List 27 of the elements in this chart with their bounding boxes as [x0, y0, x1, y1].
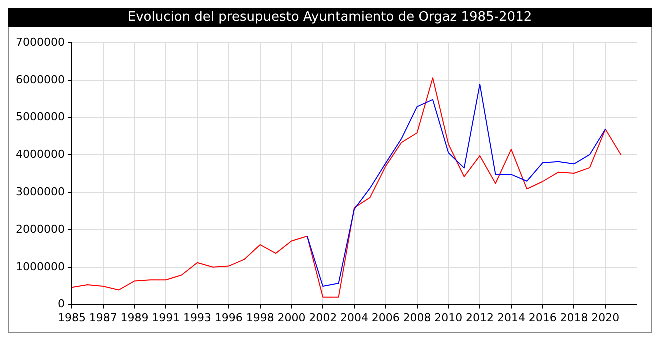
y-tick-label: 7000000 [16, 36, 65, 49]
x-tick-label: 2004 [340, 311, 368, 324]
y-tick-label: 3000000 [16, 185, 65, 198]
x-tick-label: 2012 [466, 311, 494, 324]
x-tick-label: 2010 [434, 311, 463, 324]
y-tick-label: 0 [58, 298, 65, 311]
x-tick-label: 1987 [89, 311, 118, 324]
y-tick-label: 4000000 [16, 148, 65, 162]
x-tick-label: 1985 [58, 311, 86, 324]
x-tick-label: 1991 [152, 311, 180, 324]
x-tick-label: 2006 [372, 311, 400, 324]
y-tick-label: 5000000 [16, 110, 65, 124]
x-tick-label: 2014 [497, 311, 526, 324]
y-tick-label: 2000000 [16, 222, 65, 236]
x-tick-label: 2016 [528, 311, 557, 324]
x-tick-label: 2002 [309, 311, 338, 324]
x-tick-label: 2008 [403, 311, 432, 324]
x-tick-label: 1996 [214, 311, 243, 324]
x-tick-label: 1993 [184, 311, 212, 324]
x-tick-label: 2000 [278, 311, 306, 324]
y-tick-label: 1000000 [16, 260, 65, 274]
x-tick-label: 2018 [560, 311, 588, 324]
x-tick-label: 1989 [120, 311, 149, 324]
y-tick-label: 6000000 [16, 73, 65, 86]
chart-title: Evolucion del presupuesto Ayuntamiento de Orgaz 1985-2012 [8, 8, 652, 27]
x-tick-label: 1998 [246, 311, 274, 324]
x-tick-label: 2020 [592, 311, 620, 324]
